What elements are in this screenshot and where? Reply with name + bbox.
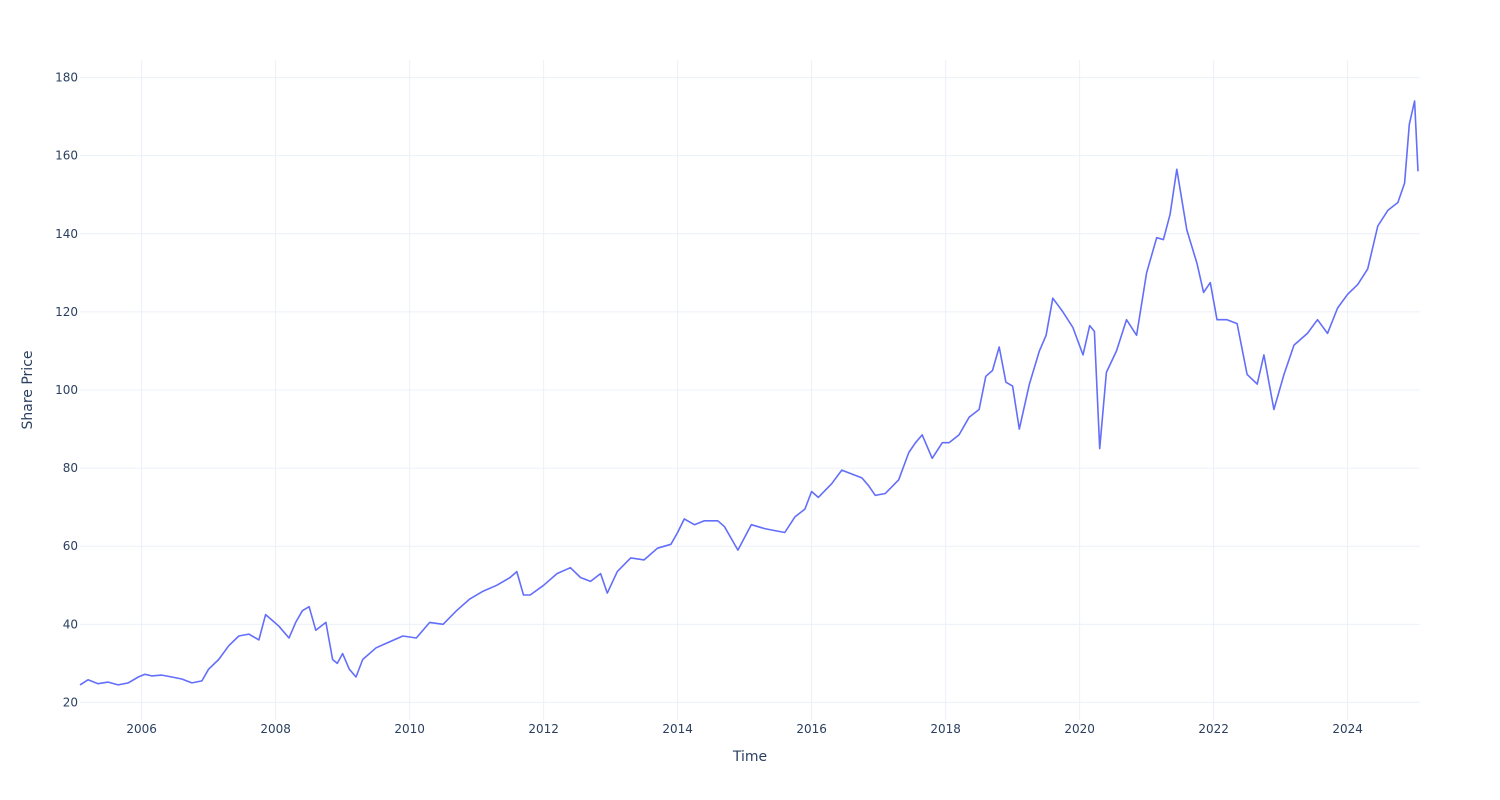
x-tick-label: 2014 <box>662 722 693 736</box>
y-tick-label: 60 <box>63 539 78 553</box>
y-gridlines <box>80 77 1420 703</box>
y-tick-label: 100 <box>55 383 78 397</box>
x-tick-label: 2010 <box>394 722 425 736</box>
y-axis-title: Share Price <box>20 350 36 429</box>
plot-area <box>79 100 1419 686</box>
y-tick-label: 20 <box>63 695 78 709</box>
y-tick-label: 80 <box>63 461 78 475</box>
x-tick-labels: 2006 2008 2010 2012 2014 2016 2018 2020 2022 2024 <box>126 722 1363 736</box>
x-tick-label: 2020 <box>1064 722 1095 736</box>
x-tick-label: 2024 <box>1332 722 1363 736</box>
y-tick-label: 120 <box>55 305 78 319</box>
x-tick-label: 2016 <box>796 722 827 736</box>
y-tick-labels: 20 40 60 80 100 120 140 160 180 <box>55 71 78 710</box>
x-tick-label: 2018 <box>930 722 961 736</box>
x-tick-label: 2022 <box>1198 722 1229 736</box>
y-tick-label: 160 <box>55 149 78 163</box>
x-tick-label: 2006 <box>126 722 157 736</box>
series-line <box>79 100 1419 686</box>
y-tick-label: 140 <box>55 227 78 241</box>
x-axis-title: Time <box>732 749 767 765</box>
x-tick-label: 2012 <box>528 722 559 736</box>
y-tick-label: 40 <box>63 617 78 631</box>
x-tick-label: 2008 <box>260 722 291 736</box>
y-tick-label: 180 <box>55 71 78 85</box>
